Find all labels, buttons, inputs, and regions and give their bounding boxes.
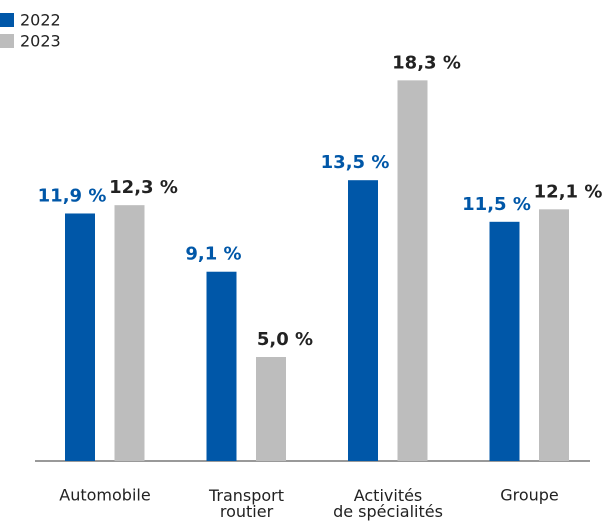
x-tick-label: Transport routier (208, 486, 284, 521)
legend-label: 2023 (20, 32, 61, 51)
value-label: 13,5 % (321, 152, 390, 173)
value-label: 9,1 % (185, 244, 241, 265)
x-tick-label: Groupe (500, 486, 559, 505)
value-label: 12,3 % (109, 177, 178, 198)
bar (206, 271, 237, 461)
value-label: 18,3 % (392, 52, 461, 73)
value-label: 11,9 % (38, 185, 107, 206)
bar (114, 205, 145, 461)
x-tick-label: Automobile (59, 486, 150, 505)
bar (256, 357, 286, 461)
bar (539, 209, 569, 461)
bar (65, 213, 95, 461)
value-label: 12,1 % (534, 181, 603, 202)
x-tick-label: Activités de spécialités (333, 486, 443, 521)
bar (489, 221, 520, 461)
value-label: 5,0 % (257, 329, 313, 350)
bar (397, 80, 428, 462)
legend-label: 2022 (20, 11, 61, 30)
bar (348, 180, 378, 461)
legend-swatch (0, 13, 14, 27)
legend-swatch (0, 34, 14, 48)
value-label: 11,5 % (462, 194, 531, 215)
